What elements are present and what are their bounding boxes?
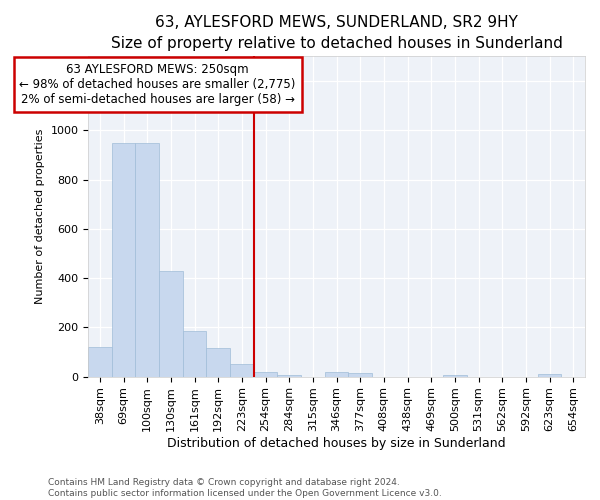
Bar (538, 374, 562, 376)
Text: 63 AYLESFORD MEWS: 250sqm
← 98% of detached houses are smaller (2,775)
2% of sem: 63 AYLESFORD MEWS: 250sqm ← 98% of detac… (19, 62, 296, 106)
Bar (183, 331, 206, 376)
X-axis label: Distribution of detached houses by size in Sunderland: Distribution of detached houses by size … (167, 437, 506, 450)
Bar (136, 142, 159, 376)
Bar (112, 142, 136, 376)
Bar (349, 373, 372, 376)
Bar (88, 347, 112, 376)
Bar (206, 348, 230, 376)
Text: Contains HM Land Registry data © Crown copyright and database right 2024.
Contai: Contains HM Land Registry data © Crown c… (48, 478, 442, 498)
Y-axis label: Number of detached properties: Number of detached properties (35, 129, 44, 304)
Bar (159, 270, 183, 376)
Bar (254, 372, 277, 376)
Bar (230, 364, 254, 376)
Bar (325, 372, 349, 376)
Title: 63, AYLESFORD MEWS, SUNDERLAND, SR2 9HY
Size of property relative to detached ho: 63, AYLESFORD MEWS, SUNDERLAND, SR2 9HY … (110, 15, 562, 51)
